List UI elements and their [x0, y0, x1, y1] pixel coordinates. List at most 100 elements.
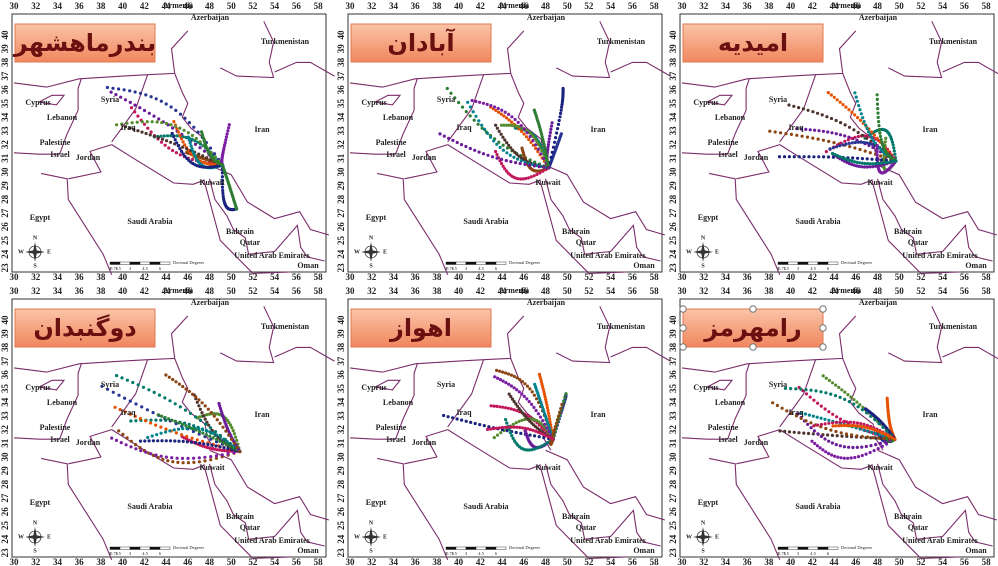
lat-tick-label: 37 [336, 71, 346, 81]
lon-tick-label: 58 [982, 1, 992, 11]
trajectory-dot [226, 447, 230, 451]
lon-tick-label: 48 [541, 1, 551, 11]
trajectory-dot [830, 131, 834, 135]
lat-tick-label: 30 [336, 167, 346, 177]
trajectory-dot [856, 455, 861, 459]
lat-tick-label: 33 [668, 126, 678, 136]
lon-tick-label: 48 [205, 272, 215, 282]
trajectory-dot [868, 162, 872, 166]
lat-tick-label: 25 [336, 236, 346, 246]
scale-segment [787, 261, 799, 265]
lon-tick-label: 50 [895, 557, 905, 566]
compass-letter: S [33, 548, 37, 554]
trajectory-dot [483, 127, 487, 131]
trajectory-dot [880, 140, 884, 145]
trajectory-dot [536, 430, 540, 434]
trajectory-dot [511, 422, 515, 426]
trajectory-dot [859, 140, 863, 144]
trajectory-dot [853, 424, 857, 428]
lat-tick-label: 30 [668, 167, 678, 177]
lon-tick-label: 42 [476, 1, 486, 11]
border [349, 30, 525, 88]
compass-letter: W [18, 534, 24, 540]
trajectory-dot [555, 131, 559, 135]
trajectory-dot [842, 445, 846, 449]
lat-tick-label: 30 [336, 452, 346, 462]
country-label: Jordan [412, 438, 437, 447]
trajectory-dot [195, 400, 199, 404]
lon-tick-label: 56 [292, 557, 302, 566]
lon-tick-label: 52 [584, 1, 594, 11]
trajectory-dot [151, 411, 155, 415]
border [779, 144, 873, 185]
map-panel: 3030323234343636383840404242444446464848… [0, 1, 335, 282]
compass-star [25, 527, 45, 547]
lon-tick-label: 40 [454, 557, 464, 566]
country-label: Palestine [40, 138, 71, 147]
trajectory-dot [505, 421, 509, 425]
trajectory-dot [826, 155, 831, 159]
border [38, 379, 66, 391]
trajectory-dot [160, 439, 164, 443]
lon-tick-label: 56 [292, 272, 302, 282]
trajectory-dot [492, 436, 496, 440]
trajectory-dot [551, 437, 555, 441]
trajectory-dot [464, 144, 468, 149]
lon-tick-label: 44 [830, 286, 840, 296]
trajectory-dot [201, 439, 205, 443]
lon-tick-label: 36 [75, 557, 85, 566]
trajectory-dot [445, 86, 449, 91]
lat-tick-label: 29 [336, 466, 346, 476]
trajectory-dot [885, 396, 889, 400]
trajectory-dot [541, 387, 545, 391]
trajectory-dot [510, 434, 514, 438]
border [447, 429, 541, 470]
trajectory-dot [829, 428, 833, 432]
trajectory-dot [843, 134, 847, 138]
trajectory-dot [198, 146, 202, 150]
trajectory-dot [189, 440, 194, 444]
scale-segment [807, 546, 819, 550]
trajectory-dot [539, 431, 543, 435]
lon-tick-label: 40 [786, 557, 796, 566]
trajectory-dot [853, 135, 857, 139]
trajectory-dot [860, 165, 864, 169]
trajectory-dot [823, 422, 827, 426]
trajectory-dot [542, 392, 547, 396]
trajectory-dot [817, 155, 821, 159]
border [209, 449, 330, 521]
trajectory-dot [872, 139, 876, 143]
trajectory-dot [829, 93, 833, 97]
country-label: Bahrain [562, 512, 591, 521]
border [111, 144, 205, 185]
trajectory-dot [220, 448, 224, 452]
scale-segment [777, 546, 789, 550]
lon-tick-label: 48 [873, 272, 883, 282]
trajectory-dot [876, 164, 880, 168]
trajectory-dot [514, 161, 518, 165]
scale-label: 4.5 [142, 551, 148, 556]
border [871, 180, 959, 274]
trajectory-dot [156, 439, 160, 443]
lon-tick-label: 56 [628, 557, 638, 566]
trajectory-dot [500, 428, 505, 432]
scale-segment [445, 546, 457, 550]
trajectory-dot [822, 155, 826, 159]
trajectory-dot [830, 441, 834, 445]
trajectory-dot [531, 428, 535, 432]
lat-tick-label: 37 [0, 71, 10, 81]
trajectory-dot [159, 425, 163, 429]
trajectory-dot [540, 148, 544, 153]
lat-tick-label: 26 [0, 507, 10, 517]
lon-tick-label: 50 [895, 272, 905, 282]
trajectory-dot [833, 153, 837, 157]
trajectory-dot [808, 395, 812, 399]
trajectory-dot [138, 91, 143, 95]
trajectory-dot [542, 390, 546, 394]
lat-tick-label: 39 [668, 329, 678, 339]
trajectory-dot [546, 411, 551, 415]
trajectory-dot [804, 127, 808, 131]
trajectory-dot [498, 145, 502, 149]
trajectory-dot [159, 134, 163, 138]
trajectory-dot [533, 434, 537, 438]
